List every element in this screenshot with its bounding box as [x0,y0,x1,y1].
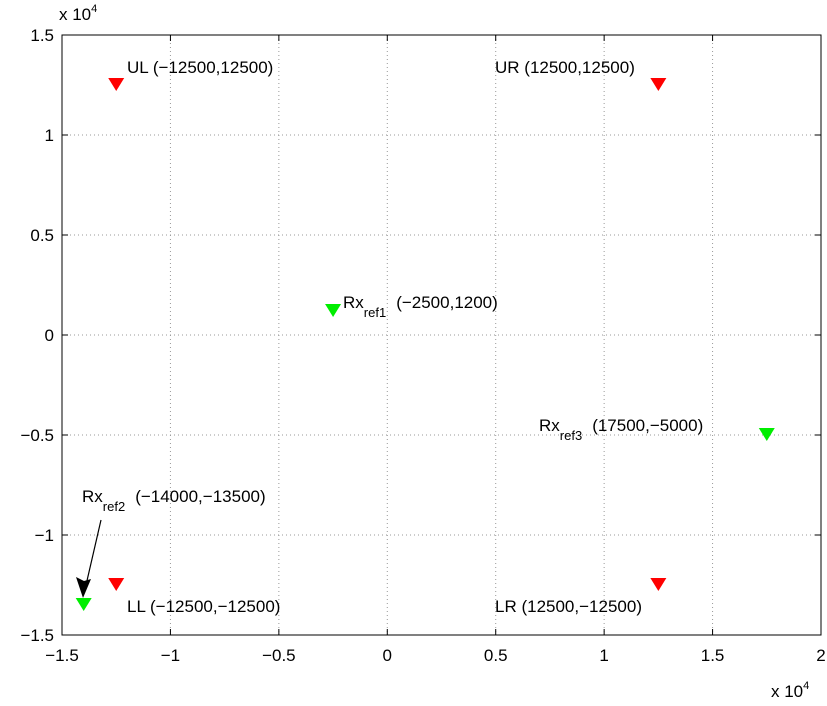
marker-ul [108,78,125,91]
point-label-ul: UL (−12500,12500) [127,58,273,77]
x-tick-label: 0.5 [484,646,508,665]
point-label-rx-ref2: Rxref2(−14000,−13500) [82,487,266,514]
point-label-rx-ref1: Rxref1(−2500,1200) [343,293,498,320]
point-label-rx-ref3: Rxref3(17500,−5000) [539,416,703,443]
y-tick-label: −1 [35,526,54,545]
y-tick-label: −1.5 [20,626,54,645]
marker-ll [108,578,125,591]
point-label-lr: LR (12500,−12500) [495,597,642,616]
axis-ticks [61,34,822,636]
marker-ur [650,78,667,91]
data-markers [75,78,775,611]
x-tick-label: 1 [599,646,608,665]
marker-lr [650,578,667,591]
y-exponent-label: x 104 [59,3,97,24]
tick-labels: −1.5 −1 −0.5 0 0.5 1 1.5 2 −1.5 −1 −0.5 0 0.5 1 1.5 [20,26,825,665]
x-tick-label: 2 [816,646,825,665]
x-tick-label: −1.5 [45,646,79,665]
x-tick-label: −1 [161,646,180,665]
marker-rx2 [75,598,92,611]
y-tick-label: −0.5 [20,426,54,445]
x-tick-label: 0 [383,646,392,665]
marker-rx3 [758,428,775,441]
rx-ref2-arrow [76,519,102,598]
marker-rx1 [325,304,342,317]
point-label-ll: LL (−12500,−12500) [127,597,280,616]
x-exponent-label: x 104 [771,680,809,701]
y-tick-label: 1.5 [30,26,54,45]
grid-lines [62,35,821,635]
y-tick-label: 1 [45,126,54,145]
x-tick-label: 1.5 [701,646,725,665]
point-label-ur: UR (12500,12500) [495,58,635,77]
y-tick-label: 0.5 [30,226,54,245]
y-tick-label: 0 [45,326,54,345]
axes-frame [61,34,822,636]
x-tick-label: −0.5 [262,646,296,665]
